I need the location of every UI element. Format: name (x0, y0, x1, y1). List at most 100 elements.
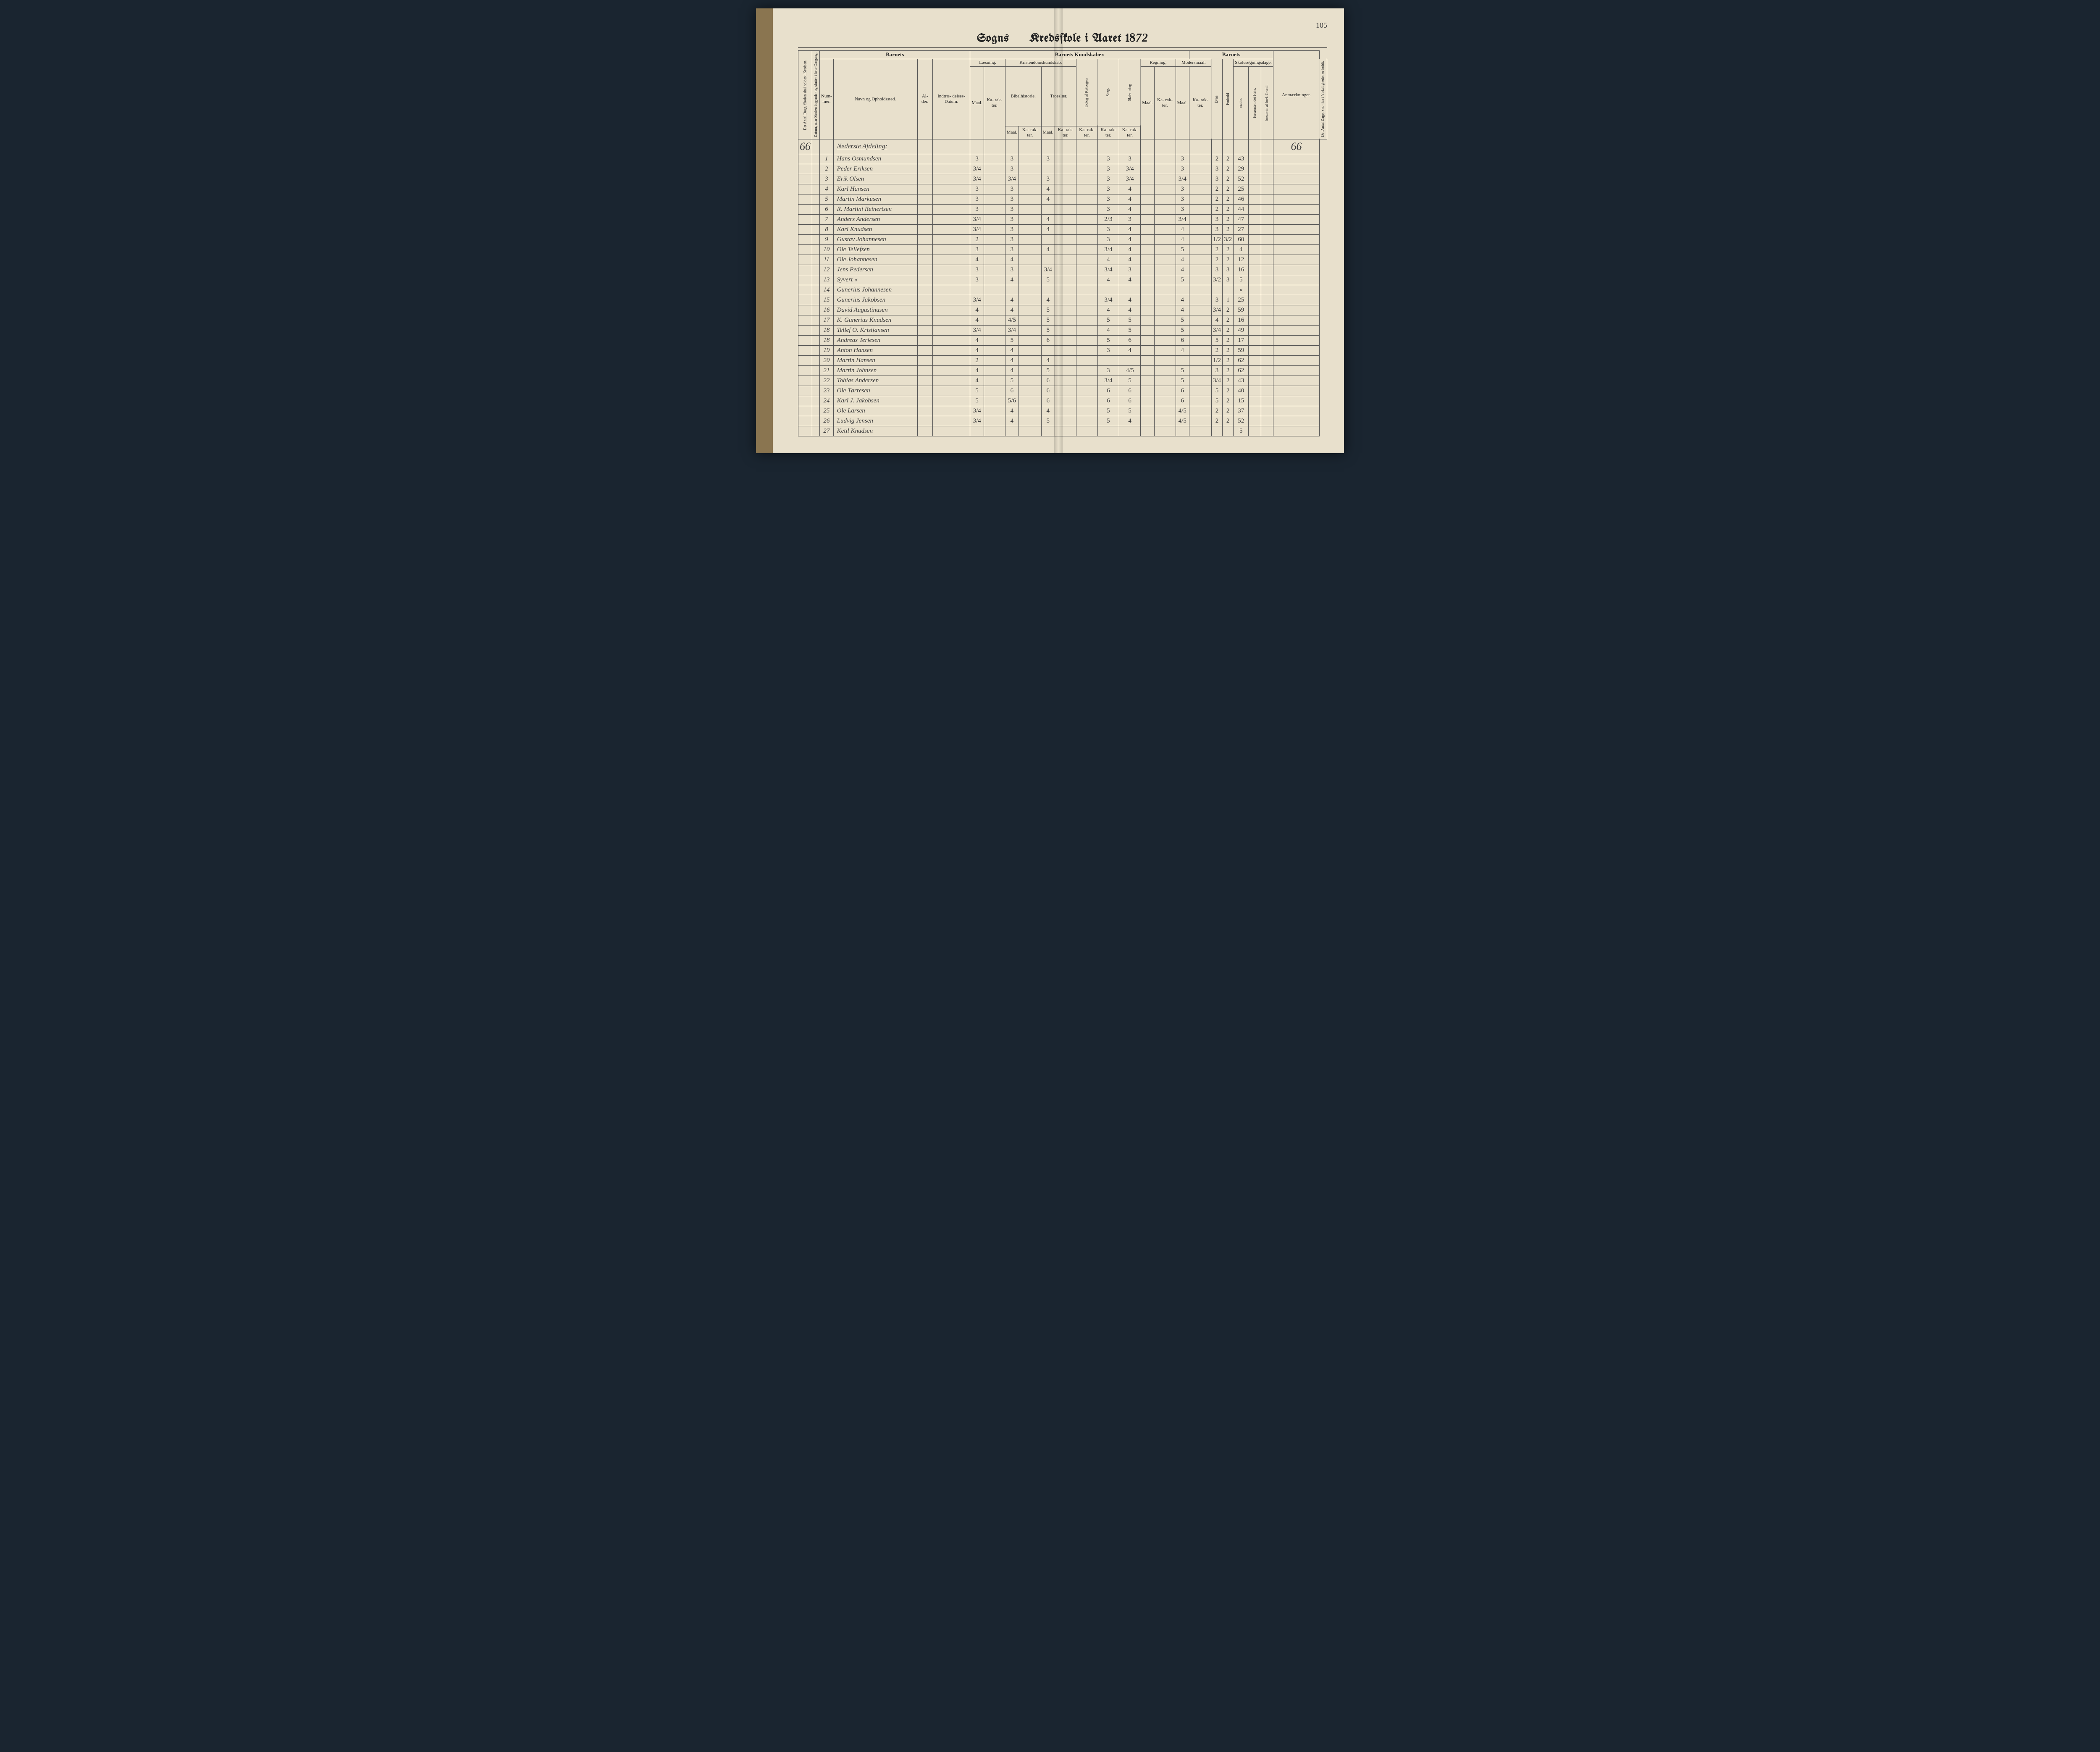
student-name: Martin Markusen (833, 194, 917, 204)
col-navn: Navn og Opholdssted. (833, 59, 917, 139)
cell (1249, 214, 1261, 224)
cell (1189, 204, 1211, 214)
cell (1076, 194, 1097, 204)
cell (1019, 335, 1041, 345)
cell (917, 275, 932, 285)
table-row: 4Karl Hansen3343432225 (798, 184, 1327, 194)
cell (1019, 365, 1041, 376)
cell: 4 (1176, 234, 1189, 244)
cell (1189, 244, 1211, 255)
cell (1141, 224, 1154, 234)
cell (932, 255, 970, 265)
cell (798, 214, 812, 224)
cell (1097, 355, 1119, 365)
cell: 3 (1119, 154, 1141, 164)
cell (1261, 325, 1273, 335)
cell (917, 285, 932, 295)
group-barnets-kundskaber: Barnets Kundskaber. (970, 51, 1189, 59)
cell: 3 (1005, 204, 1018, 214)
cell (1273, 275, 1319, 285)
cell (1189, 305, 1211, 315)
title-year-handwritten: 72 (1136, 32, 1148, 45)
cell: 5 (1119, 325, 1141, 335)
cell (798, 244, 812, 255)
cell: 2 (1223, 164, 1234, 174)
student-name: K. Gunerius Knudsen (833, 315, 917, 325)
cell: 6 (1119, 335, 1141, 345)
cell (932, 224, 970, 234)
cell (1261, 285, 1273, 295)
cell: 4 (1119, 275, 1141, 285)
cell: 5 (1176, 325, 1189, 335)
student-name: Karl Knudsen (833, 224, 917, 234)
cell (812, 386, 820, 396)
cell (984, 305, 1005, 315)
cell (917, 315, 932, 325)
row-number: 18 (820, 325, 834, 335)
table-row: 11Ole Johannesen444442212 (798, 255, 1327, 265)
col-troeslaere: Troeslær. (1041, 67, 1076, 126)
row-number: 15 (820, 295, 834, 305)
cell (1019, 396, 1041, 406)
cell (1261, 345, 1273, 355)
cell: 5 (1176, 365, 1189, 376)
cell (1273, 345, 1319, 355)
cell (917, 154, 932, 164)
cell (1249, 255, 1261, 265)
cell: 4 (1119, 255, 1141, 265)
cell (1019, 174, 1041, 184)
row-number: 20 (820, 355, 834, 365)
cell (932, 194, 970, 204)
cell: 12 (1234, 255, 1249, 265)
cell (798, 194, 812, 204)
cell (917, 345, 932, 355)
cell: 3 (1097, 365, 1119, 376)
cell (1019, 214, 1041, 224)
cell (1261, 305, 1273, 315)
cell (812, 335, 820, 345)
cell (1141, 426, 1154, 436)
cell: 6 (1005, 386, 1018, 396)
cell: 5 (1119, 315, 1141, 325)
cell (1211, 285, 1222, 295)
cell (1189, 275, 1211, 285)
cell (812, 396, 820, 406)
cell: 5 (1097, 335, 1119, 345)
cell: 2 (1223, 376, 1234, 386)
cell (1273, 386, 1319, 396)
cell: 4 (970, 315, 984, 325)
cell (984, 224, 1005, 234)
cell: 3/4 (1211, 305, 1222, 315)
cell: 5 (1005, 376, 1018, 386)
col-evne: Evne. (1211, 59, 1222, 139)
cell (1189, 355, 1211, 365)
cell: 4 (1005, 355, 1018, 365)
col-indtr: Indtræ- delses- Datum. (932, 59, 970, 139)
cell (984, 234, 1005, 244)
col-datum-omgang: Datum, naar Skolen begynder og slutter i… (812, 51, 820, 139)
cell (1019, 305, 1041, 315)
cell: 4 (1119, 416, 1141, 426)
cell: 5 (1211, 335, 1222, 345)
cell (984, 426, 1005, 436)
row-number: 14 (820, 285, 834, 295)
row-number: 16 (820, 305, 834, 315)
cell: 4 (1041, 214, 1055, 224)
cell (812, 214, 820, 224)
student-name: Gunerius Jakobsen (833, 295, 917, 305)
cell (984, 345, 1005, 355)
col-forsomte1: forsømte i det Hele. (1249, 67, 1261, 139)
cell (812, 355, 820, 365)
cell (932, 234, 970, 244)
table-row: 9Gustav Johannesen233441/23/260 (798, 234, 1327, 244)
cell (1076, 305, 1097, 315)
cell (1154, 214, 1176, 224)
cell (812, 154, 820, 164)
cell (1055, 275, 1076, 285)
cell: 3 (1097, 184, 1119, 194)
student-name: Ole Tellefsen (833, 244, 917, 255)
cell (1076, 315, 1097, 325)
cell (1261, 376, 1273, 386)
cell (1055, 386, 1076, 396)
cell (1154, 426, 1176, 436)
